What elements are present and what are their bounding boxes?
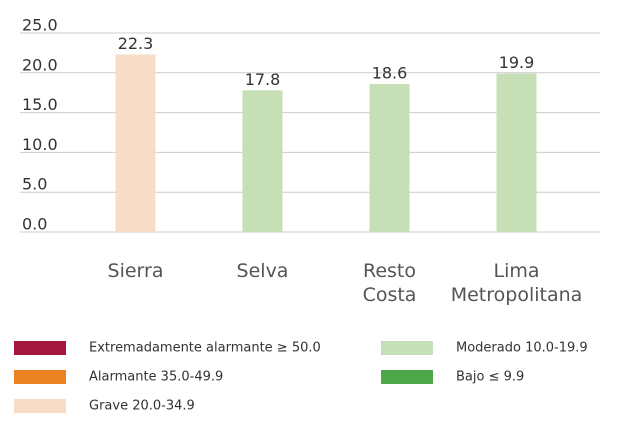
legend-swatch xyxy=(14,341,66,355)
value-label: 17.8 xyxy=(245,70,281,89)
value-label: 19.9 xyxy=(499,53,535,72)
legend-label: Grave 20.0-34.9 xyxy=(89,399,195,414)
y-tick-label: 10.0 xyxy=(22,135,58,154)
legend-swatch xyxy=(381,341,433,355)
x-tick-label: Resto Costa xyxy=(362,260,417,306)
legend-label: Bajo ≤ 9.9 xyxy=(456,370,524,385)
legend-swatch xyxy=(381,370,433,384)
x-tick-label: Selva xyxy=(236,260,289,282)
value-label: 22.3 xyxy=(118,34,154,53)
legend-label: Alarmante 35.0-49.9 xyxy=(89,370,223,385)
x-tick-label: Lima Metropolitana xyxy=(450,260,583,306)
y-tick-label: 20.0 xyxy=(22,55,58,74)
y-tick-label: 15.0 xyxy=(22,95,58,114)
bar xyxy=(496,73,537,232)
legend-swatch xyxy=(14,399,66,413)
legend-label: Extremadamente alarmante ≥ 50.0 xyxy=(89,341,321,356)
y-tick-label: 25.0 xyxy=(22,16,58,35)
legend-swatch xyxy=(14,370,66,384)
bar xyxy=(369,83,410,232)
bar xyxy=(115,54,156,232)
y-tick-label: 0.0 xyxy=(22,215,47,234)
value-label: 18.6 xyxy=(372,63,408,82)
legend-label: Moderado 10.0-19.9 xyxy=(456,341,588,356)
y-tick-label: 5.0 xyxy=(22,175,47,194)
x-tick-label: Sierra xyxy=(107,260,164,282)
bar xyxy=(242,90,283,232)
